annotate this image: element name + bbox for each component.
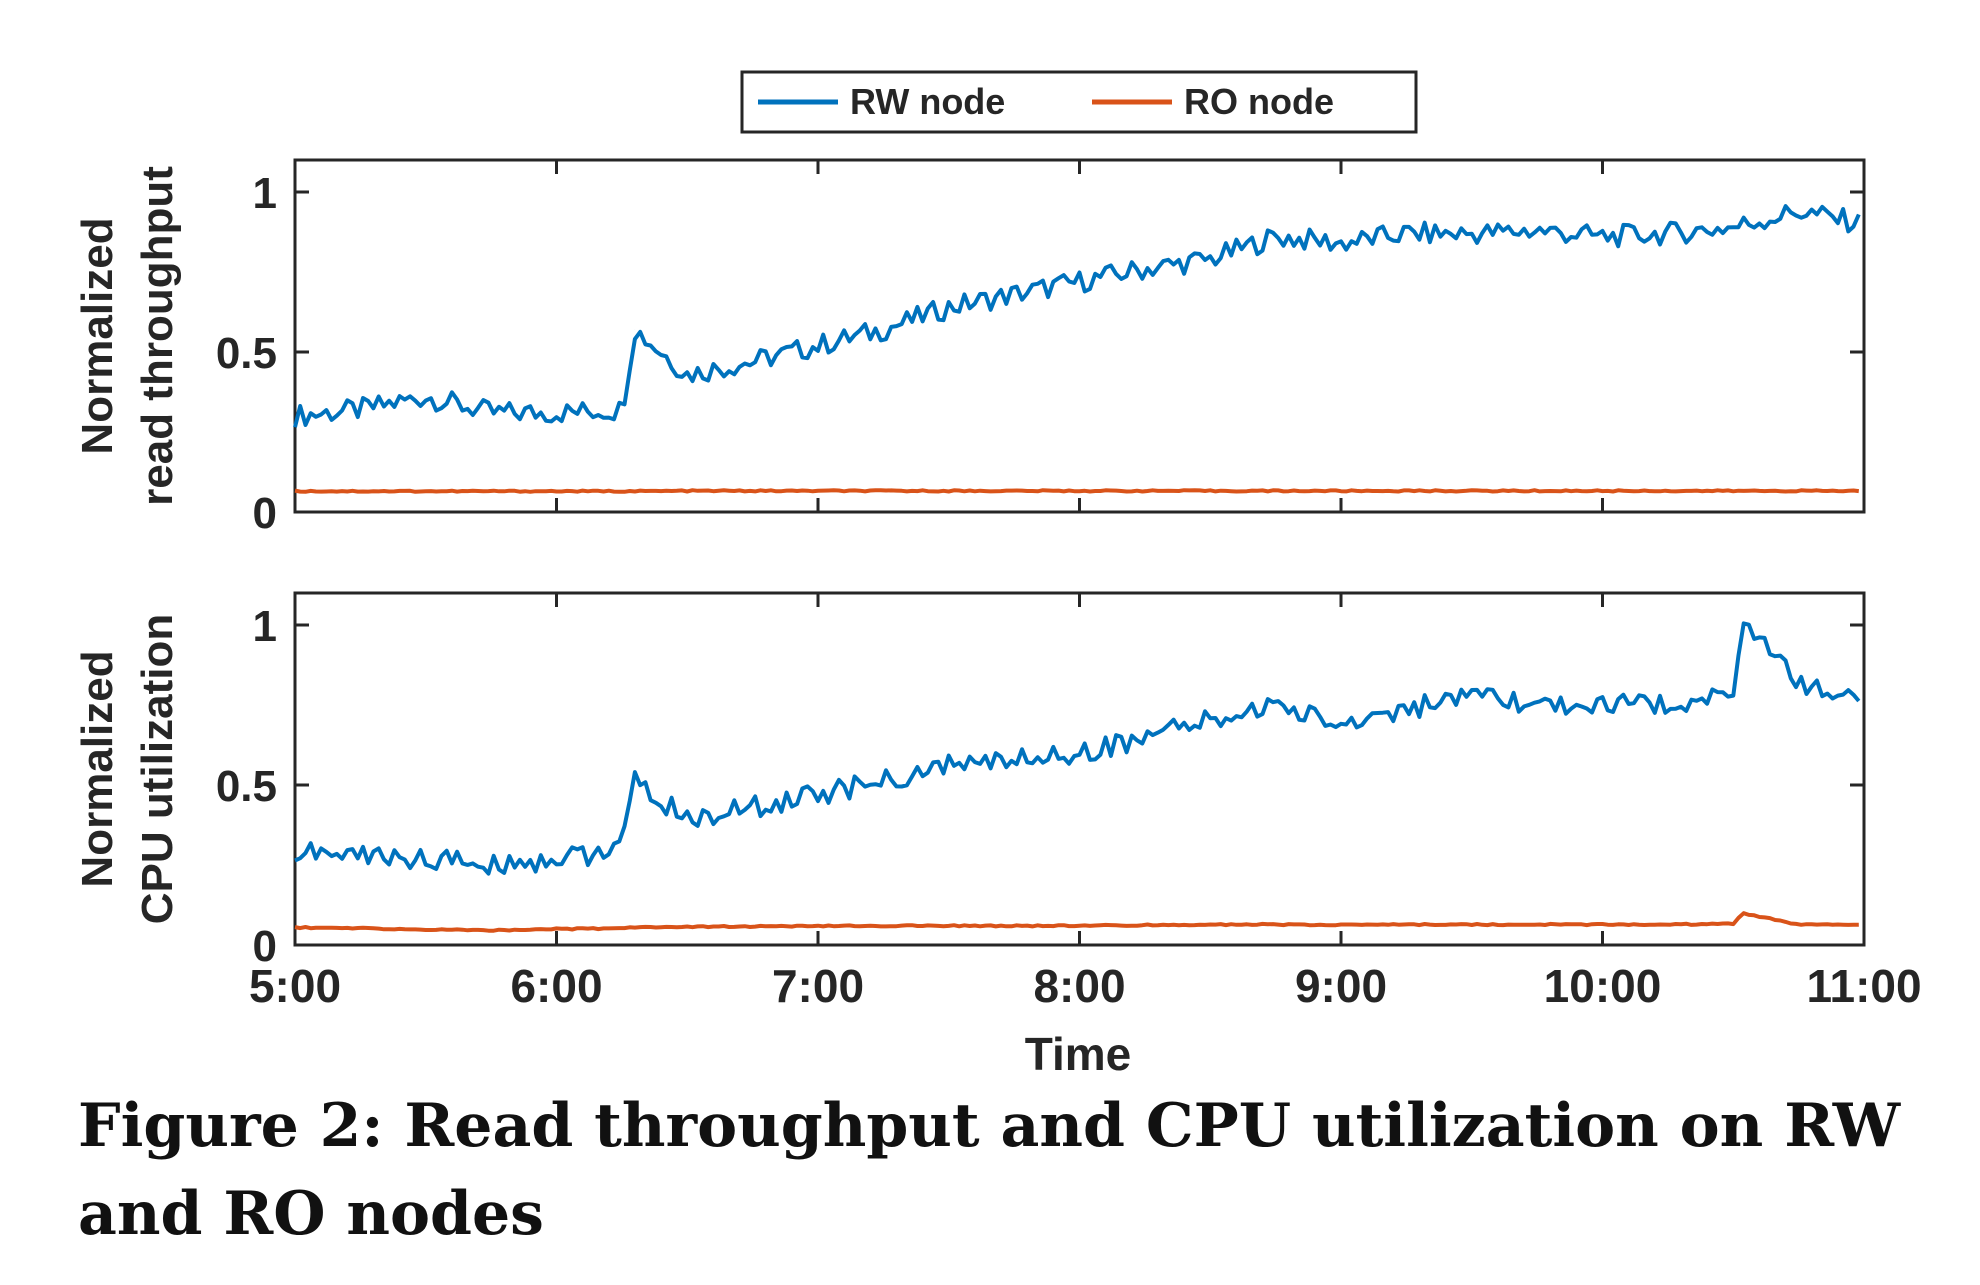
y-tick-label: 0: [253, 489, 277, 538]
series-line-rw-node: [293, 204, 1861, 428]
panel-read-throughput: 0 0.5 1 Normalized read throughput: [73, 158, 1866, 538]
y-tick-label: 1: [253, 169, 277, 218]
y-tick-label: 0.5: [216, 762, 277, 811]
x-tick-label: 10:00: [1544, 960, 1662, 1012]
y-axis-label: Normalized read throughput: [73, 166, 182, 506]
series-line-rw-node: [294, 621, 1861, 876]
x-tick-label: 7:00: [772, 960, 864, 1012]
y-axis-label: Normalized CPU utilization: [73, 614, 182, 924]
legend-label-rw: RW node: [850, 81, 1005, 122]
series-line-ro-node: [294, 911, 1859, 933]
series-line-ro-node: [294, 488, 1860, 494]
x-tick-label: 8:00: [1033, 960, 1125, 1012]
x-axis-label: Time: [1025, 1028, 1132, 1080]
x-tick-label: 5:00: [249, 960, 341, 1012]
panel-cpu-utilization: 0 0.5 1 Normalized CPU utilization: [73, 591, 1866, 971]
legend: RW node RO node: [740, 70, 1418, 134]
y-axis-label-line: read throughput: [133, 166, 182, 506]
y-axis-label-line: Normalized: [73, 217, 122, 454]
y-axis-label-line: CPU utilization: [133, 614, 182, 924]
x-tick-labels: 5:00 6:00 7:00 8:00 9:00 10:00 11:00: [249, 960, 1922, 1012]
plot-frame: [293, 591, 1866, 947]
y-tick-label: 0: [253, 922, 277, 971]
plot-frame: [293, 158, 1866, 514]
y-tick-label: 0.5: [216, 329, 277, 378]
y-tick-label: 1: [253, 602, 277, 651]
x-tick-label: 6:00: [510, 960, 602, 1012]
y-axis-label-line: Normalized: [73, 650, 122, 887]
x-tick-label: 9:00: [1295, 960, 1387, 1012]
figure-caption: Figure 2: Read throughput and CPU utiliz…: [78, 1091, 1901, 1249]
legend-label-ro: RO node: [1184, 81, 1334, 122]
x-tick-label: 11:00: [1806, 960, 1921, 1012]
legend-box: [740, 70, 1418, 134]
